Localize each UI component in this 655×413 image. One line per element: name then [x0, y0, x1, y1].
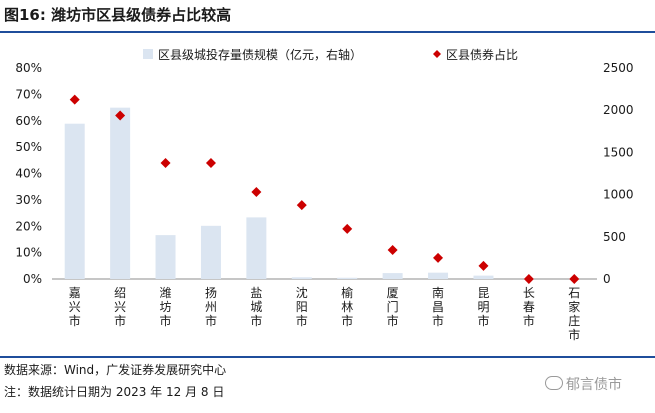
bar-2 — [155, 235, 176, 279]
point-0 — [69, 94, 80, 105]
category-label: 厦门市 — [387, 286, 399, 328]
bar-1 — [110, 107, 131, 279]
figure-header: 图16: 潍坊市区县级债券占比较高 — [0, 0, 655, 30]
bar-4 — [246, 217, 267, 279]
point-6 — [342, 223, 353, 234]
right-tick-label: 0 — [603, 272, 611, 286]
left-tick-label: 30% — [15, 193, 42, 207]
left-tick-label: 60% — [15, 114, 42, 128]
point-11 — [569, 274, 580, 284]
point-5 — [296, 200, 307, 211]
category-label: 榆林市 — [341, 285, 353, 328]
category-label: 南昌市 — [432, 285, 444, 328]
chart: 0% 10% 20% 30% 40% 50% 60% 70% 80% 0 500 1000 1500 20… — [15, 47, 634, 342]
category-label: 盐城市 — [250, 286, 262, 328]
category-label: 长春市 — [523, 286, 535, 328]
watermark-text: 郁言债市 — [566, 377, 622, 393]
bar-9 — [473, 275, 494, 279]
legend-swatch-bars — [143, 49, 153, 59]
left-tick-label: 20% — [15, 219, 42, 233]
bar-3 — [200, 225, 221, 279]
bar-5 — [291, 277, 312, 279]
right-tick-label: 2500 — [603, 61, 634, 75]
legend-label-bars: 区县级城投存量债规模（亿元，右轴） — [158, 47, 362, 62]
right-tick-label: 500 — [603, 230, 626, 244]
date-note: 注：数据统计日期为 2023 年 12 月 8 日 — [4, 385, 225, 399]
footer-divider — [0, 356, 655, 358]
wechat-icon — [545, 376, 563, 390]
left-tick-label: 70% — [15, 87, 42, 101]
left-tick-label: 0% — [23, 272, 42, 286]
right-tick-label: 2000 — [603, 103, 634, 117]
legend-swatch-points — [433, 50, 441, 58]
left-tick-label: 80% — [15, 61, 42, 75]
category-label: 绍兴市 — [114, 286, 126, 328]
right-tick-label: 1500 — [603, 145, 634, 159]
right-tick-label: 1000 — [603, 188, 634, 202]
bar-0 — [64, 123, 85, 279]
point-7 — [387, 244, 398, 255]
category-label: 扬州市 — [205, 285, 217, 328]
point-4 — [251, 186, 262, 197]
category-label: 沈阳市 — [296, 285, 308, 328]
bar-7 — [382, 273, 403, 279]
point-9 — [478, 260, 489, 271]
figure-title: 图16: 潍坊市区县级债券占比较高 — [4, 6, 232, 24]
point-8 — [433, 252, 444, 263]
left-tick-label: 40% — [15, 167, 42, 181]
source-note: 数据来源：Wind，广发证券发展研究中心 — [4, 363, 227, 377]
category-label: 昆明市 — [477, 286, 489, 328]
title-divider — [0, 31, 655, 33]
legend-label-points: 区县债券占比 — [446, 47, 518, 62]
category-label: 潍坊市 — [160, 286, 172, 328]
category-label: 石家庄市 — [568, 286, 580, 342]
point-10 — [523, 274, 534, 284]
watermark: 郁言债市 — [545, 374, 622, 394]
point-3 — [205, 157, 216, 168]
point-2 — [160, 157, 171, 168]
category-label: 嘉兴市 — [69, 286, 81, 328]
bar-6 — [337, 277, 358, 279]
point-1 — [115, 110, 126, 121]
left-tick-label: 50% — [15, 140, 42, 154]
bar-8 — [428, 272, 449, 279]
left-tick-label: 10% — [15, 246, 42, 260]
